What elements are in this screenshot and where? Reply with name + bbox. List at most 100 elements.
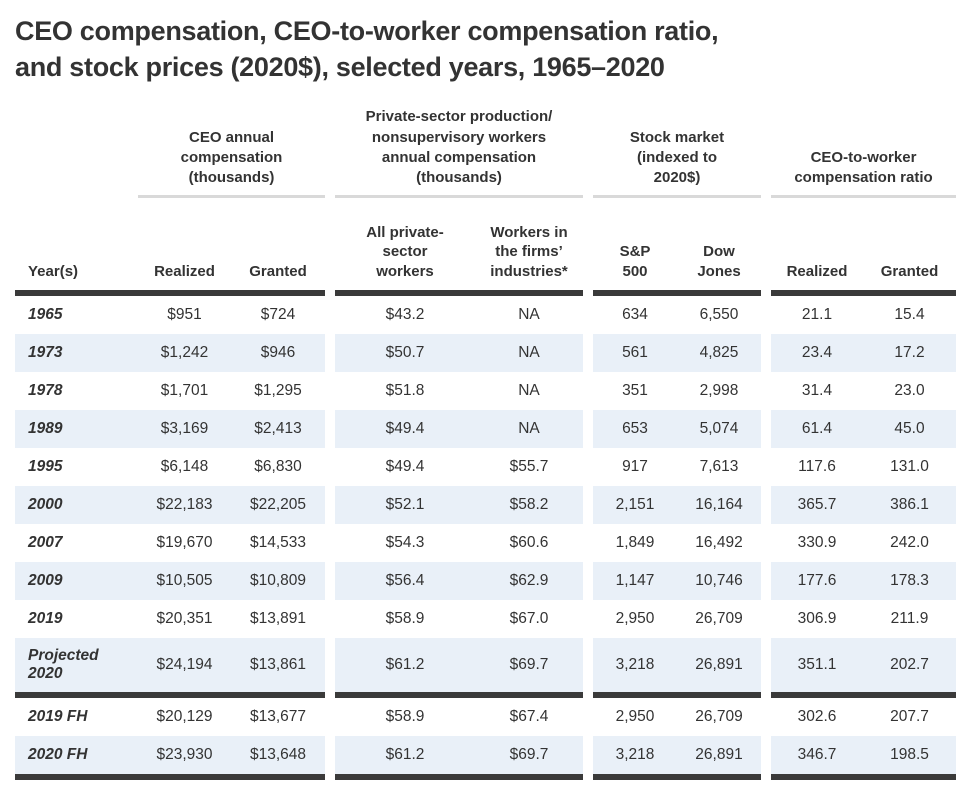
cell-dow-jones: 6,550: [699, 306, 739, 324]
group-underline: [593, 195, 761, 199]
col-header-all-private-sector-workers: All private-sector workers: [366, 223, 444, 280]
table-row: 61.4 45.0: [771, 410, 956, 449]
cell-granted: $13,891: [249, 610, 307, 628]
table-row: 21.1 15.4: [771, 296, 956, 334]
cell-realized: $1,242: [160, 344, 209, 362]
rows-ceo-to-worker-ratio: 21.1 15.4 23.4 17.2 31.4 23.0 61.4 45.0 117.6 131…: [771, 296, 956, 781]
group-header-worker-compensation: Private-sector production/ nonsupervisor…: [365, 108, 553, 186]
table-block-ceo-compensation: CEO annual compensation (thousands) Year…: [15, 109, 325, 781]
cell-sp500: 3,218: [615, 746, 655, 764]
cell-year: 1978: [28, 382, 63, 400]
table-row: 2009 $10,505 $10,809: [15, 562, 325, 601]
group-underline: [138, 195, 325, 199]
cell-granted: $22,205: [249, 496, 307, 514]
cell-granted: $6,830: [254, 458, 302, 476]
title-line-1: CEO compensation, CEO-to-worker compensa…: [15, 16, 719, 46]
cell-granted: $724: [260, 306, 296, 324]
table-row: Projected 2020 $24,194 $13,861: [15, 638, 325, 693]
cell-realized: $24,194: [156, 656, 213, 674]
cell-firm-workers: NA: [518, 306, 540, 324]
cell-sp500: 2,151: [615, 496, 655, 514]
cell-year: 2000: [28, 496, 63, 514]
col-header-realized: Realized: [154, 262, 215, 280]
cell-sp500: 653: [622, 420, 648, 438]
cell-firm-workers: $62.9: [509, 572, 549, 590]
cell-all-workers: $56.4: [385, 572, 425, 590]
header-rule: [771, 290, 956, 297]
column-headers-block-1: Year(s) Realized Granted: [15, 198, 325, 290]
cell-sp500: 351: [622, 382, 648, 400]
cell-firm-workers: $58.2: [509, 496, 549, 514]
table-row: 1965 $951 $724: [15, 296, 325, 334]
cell-ratio-granted: 15.4: [894, 306, 925, 324]
header-rule: [15, 290, 325, 297]
group-header-ceo-compensation: CEO annual compensation (thousands): [180, 128, 283, 187]
cell-ratio-granted: 45.0: [894, 420, 925, 438]
cell-dow-jones: 5,074: [699, 420, 739, 438]
cell-all-workers: $61.2: [385, 656, 425, 674]
cell-ratio-realized: 351.1: [797, 656, 837, 674]
table-block-worker-compensation: Private-sector production/ nonsupervisor…: [335, 108, 583, 781]
cell-year: 2019: [28, 610, 63, 628]
rows-worker-compensation: $43.2 NA $50.7 NA $51.8 NA $49.4 NA $49.4 $55.7 $5…: [335, 296, 583, 781]
table-row: 1978 $1,701 $1,295: [15, 372, 325, 410]
table-row: 23.4 17.2: [771, 334, 956, 373]
section-rule: [771, 692, 956, 699]
cell-ratio-granted: 386.1: [890, 496, 929, 514]
cell-realized: $23,930: [156, 746, 213, 764]
cell-ratio-granted: 17.2: [894, 344, 925, 362]
cell-ratio-granted: 178.3: [890, 572, 929, 590]
table-row: 117.6 131.0: [771, 448, 956, 486]
table-row: $61.2 $69.7: [335, 638, 583, 693]
cell-firm-workers: NA: [518, 382, 540, 400]
col-header-granted: Granted: [249, 262, 307, 280]
group-header-worker-compensation-wrap: Private-sector production/ nonsupervisor…: [335, 108, 583, 195]
cell-ratio-realized: 306.9: [797, 610, 837, 628]
cell-year: 2020 FH: [28, 746, 88, 764]
group-underline: [771, 195, 956, 199]
section-rule: [593, 692, 761, 699]
cell-ratio-granted: 202.7: [890, 656, 929, 674]
table-row: 3,218 26,891: [593, 736, 761, 775]
table-block-stock-market: Stock market (indexed to 2020$) S&P 500 …: [593, 109, 761, 781]
header-rule: [593, 290, 761, 297]
group-header-stock-market: Stock market (indexed to 2020$): [629, 128, 725, 187]
cell-ratio-granted: 207.7: [890, 708, 929, 726]
rows-ceo-compensation: 1965 $951 $724 1973 $1,242 $946 1978 $1,701 $1,2…: [15, 296, 325, 781]
cell-dow-jones: 26,891: [695, 746, 743, 764]
page-title: CEO compensation, CEO-to-worker compensa…: [15, 14, 955, 85]
table-row: 561 4,825: [593, 334, 761, 373]
section-rule: [15, 774, 325, 781]
table-block-ceo-to-worker-ratio: CEO-to-worker compensation ratio Realize…: [771, 109, 956, 781]
cell-realized: $20,351: [156, 610, 213, 628]
table-row: 2019 $20,351 $13,891: [15, 600, 325, 638]
column-headers-block-2: All private-sector workers Workers in th…: [335, 198, 583, 290]
table-row: 346.7 198.5: [771, 736, 956, 775]
table-row: 351 2,998: [593, 372, 761, 410]
cell-all-workers: $58.9: [385, 708, 425, 726]
table-row: 365.7 386.1: [771, 486, 956, 525]
cell-ratio-realized: 21.1: [801, 306, 833, 324]
cell-firm-workers: NA: [518, 344, 540, 362]
title-line-2: and stock prices (2020$), selected years…: [15, 51, 665, 82]
cell-dow-jones: 2,998: [699, 382, 739, 400]
table-row: 1989 $3,169 $2,413: [15, 410, 325, 449]
table-row: 306.9 211.9: [771, 600, 956, 638]
section-rule: [335, 692, 583, 699]
table-row: $49.4 NA: [335, 410, 583, 449]
cell-ratio-granted: 211.9: [890, 610, 929, 628]
col-header-ratio-granted: Granted: [880, 262, 939, 280]
cell-realized: $6,148: [160, 458, 209, 476]
table-row: 2007 $19,670 $14,533: [15, 524, 325, 562]
cell-all-workers: $43.2: [385, 306, 425, 324]
table-row: $49.4 $55.7: [335, 448, 583, 486]
cell-ratio-granted: 23.0: [894, 382, 925, 400]
cell-realized: $19,670: [156, 534, 213, 552]
cell-firm-workers: $60.6: [509, 534, 549, 552]
cell-all-workers: $49.4: [385, 420, 425, 438]
col-header-years: Year(s): [28, 262, 79, 280]
cell-granted: $14,533: [249, 534, 307, 552]
col-header-ratio-realized: Realized: [786, 262, 848, 280]
cell-ratio-realized: 31.4: [801, 382, 833, 400]
col-header-workers-in-firms-industries: Workers in the firms’ industries*: [490, 223, 568, 280]
